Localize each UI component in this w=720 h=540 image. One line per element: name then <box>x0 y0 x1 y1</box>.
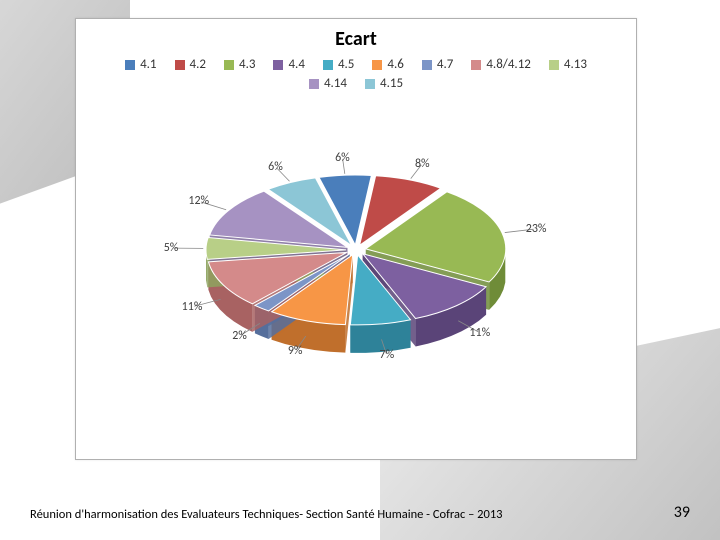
chart-container: Ecart 4.14.24.34.44.54.64.74.8/4.124.134… <box>75 18 637 460</box>
legend-label: 4.6 <box>387 57 403 72</box>
slice-label: 6% <box>335 151 350 165</box>
legend-swatch <box>125 60 135 70</box>
legend-item: 4.8/4.12 <box>471 57 531 72</box>
slice-label: 5% <box>164 241 179 255</box>
chart-legend: 4.1 4.2 4.3 4.4 4.5 4.6 4.7 4.8/4.12 4.13 4.14 4.1… <box>76 51 636 95</box>
legend-item: 4.5 <box>323 57 354 72</box>
legend-item: 4.13 <box>549 57 587 72</box>
legend-swatch <box>549 60 559 70</box>
pie-svg <box>146 110 566 410</box>
slice-label: 2% <box>232 329 247 343</box>
page-number: 39 <box>674 503 690 522</box>
slice-label: 9% <box>288 344 303 358</box>
legend-label: 4.5 <box>338 57 354 72</box>
pie-area: 6% 8% 23% 11% 7% 9% 2% 11% 5% 12% 6% <box>76 95 636 425</box>
slice-label: 12% <box>188 194 209 208</box>
slice-label: 23% <box>526 222 547 236</box>
legend-label: 4.14 <box>324 76 347 91</box>
legend-item: 4.3 <box>224 57 255 72</box>
legend-item: 4.7 <box>422 57 453 72</box>
legend-item: 4.4 <box>273 57 304 72</box>
legend-item: 4.1 <box>125 57 156 72</box>
legend-label: 4.4 <box>288 57 304 72</box>
legend-label: 4.3 <box>239 57 255 72</box>
legend-item: 4.2 <box>175 57 206 72</box>
legend-label: 4.7 <box>437 57 453 72</box>
legend-item: 4.6 <box>372 57 403 72</box>
legend-item: 4.15 <box>365 76 403 91</box>
slide-footer: Réunion d'harmonisation des Evaluateurs … <box>30 503 690 522</box>
legend-swatch <box>224 60 234 70</box>
slice-label: 7% <box>380 348 395 362</box>
slice-label: 11% <box>182 300 203 314</box>
chart-title: Ecart <box>76 27 636 51</box>
legend-swatch <box>372 60 382 70</box>
legend-label: 4.13 <box>564 57 587 72</box>
legend-swatch <box>175 60 185 70</box>
legend-label: 4.2 <box>190 57 206 72</box>
legend-swatch <box>365 79 375 89</box>
pie-wrap: 6% 8% 23% 11% 7% 9% 2% 11% 5% 12% 6% <box>146 110 566 410</box>
slice-label: 8% <box>415 157 430 171</box>
legend-swatch <box>471 60 481 70</box>
legend-swatch <box>309 79 319 89</box>
slice-label: 11% <box>469 326 490 340</box>
footer-text: Réunion d'harmonisation des Evaluateurs … <box>30 507 503 522</box>
legend-swatch <box>422 60 432 70</box>
legend-label: 4.15 <box>380 76 403 91</box>
legend-swatch <box>273 60 283 70</box>
legend-swatch <box>323 60 333 70</box>
legend-item: 4.14 <box>309 76 347 91</box>
slice-label: 6% <box>268 160 283 174</box>
legend-label: 4.1 <box>140 57 156 72</box>
legend-label: 4.8/4.12 <box>486 57 531 72</box>
